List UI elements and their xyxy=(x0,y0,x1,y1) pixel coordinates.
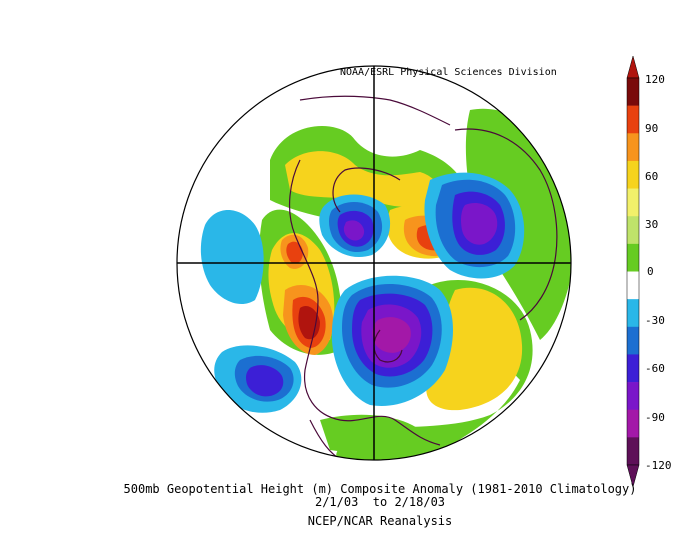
anomaly-green-south xyxy=(320,414,420,452)
caption-source: NCEP/NCAR Reanalysis xyxy=(307,514,453,528)
colorbar-bottom-triangle xyxy=(626,464,640,488)
colorbar-tick-90: 90 xyxy=(645,122,659,135)
colorbar-top-triangle xyxy=(626,55,640,79)
colorbar-tick-0: 0 xyxy=(647,265,654,278)
colorbar-cell xyxy=(627,160,639,189)
colorbar-cell xyxy=(627,271,639,300)
colorbar-cell xyxy=(627,78,639,106)
anomaly-indigo-southpac xyxy=(246,365,284,397)
colorbar-cell xyxy=(627,216,639,245)
colorbar-cell xyxy=(627,133,639,162)
colorbar-cell xyxy=(627,105,639,134)
anomaly-purple-europe xyxy=(461,203,498,245)
colorbar xyxy=(626,55,640,488)
colorbar-cell xyxy=(627,299,639,328)
hudson-bay-outline xyxy=(373,329,403,363)
colorbar-tick-120: 120 xyxy=(645,73,665,86)
colorbar-cell xyxy=(627,409,639,438)
map-disc-border xyxy=(176,65,572,461)
colorbar-cell xyxy=(627,188,639,217)
colorbar-tick-60: 60 xyxy=(645,170,659,183)
north-america-outline xyxy=(289,159,441,446)
colorbar-cell xyxy=(627,354,639,383)
caption-dates: 2/1/03 to 2/18/03 xyxy=(314,495,446,509)
anomaly-red-alaska xyxy=(286,241,303,264)
colorbar-cells xyxy=(626,77,640,466)
colorbar-cell xyxy=(627,243,639,272)
graticule-axes xyxy=(177,66,571,460)
eurasia-outline xyxy=(454,128,558,321)
anomaly-purple-arctic xyxy=(343,220,365,241)
greenland-outline xyxy=(332,167,401,213)
credit-text: NOAA/ESRL Physical Sciences Division xyxy=(340,67,557,78)
colorbar-cell xyxy=(627,382,639,411)
asia-coast-outline xyxy=(299,95,451,126)
colorbar-cell xyxy=(627,326,639,355)
anomaly-purple-core xyxy=(372,317,411,353)
colorbar-tick-30: 30 xyxy=(645,218,659,231)
caption-title: 500mb Geopotential Height (m) Composite … xyxy=(123,482,637,496)
anomaly-cyan-westpac xyxy=(200,210,264,305)
colorbar-tick-minus30: -30 xyxy=(645,314,665,327)
anomaly-field xyxy=(200,108,571,460)
colorbar-tick-minus90: -90 xyxy=(645,411,665,424)
colorbar-cell xyxy=(627,437,639,466)
anomaly-yellow-arctic xyxy=(285,151,439,208)
colorbar-tick-minus120: -120 xyxy=(645,459,672,472)
colorbar-tick-minus60: -60 xyxy=(645,362,665,375)
